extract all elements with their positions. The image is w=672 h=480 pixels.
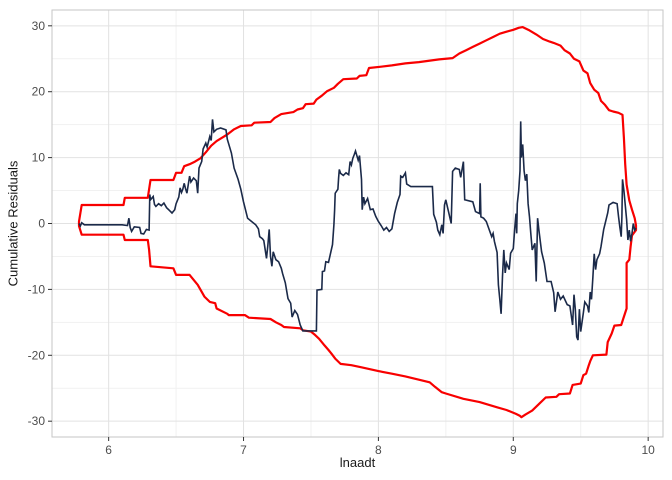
observed-cumulative-residuals-line [78,119,637,341]
y-tick-label: 20 [32,85,46,99]
simulation-envelope-line [77,26,638,419]
x-axis-title: lnaadt [339,455,376,470]
x-tick-label: 9 [510,443,517,457]
y-tick-label: 10 [32,151,46,165]
y-tick-label: -20 [28,348,46,362]
y-tick-label: -30 [28,414,46,428]
x-tick-label: 10 [641,443,655,457]
x-tick-label: 6 [105,443,112,457]
y-tick-label: 0 [38,217,45,231]
y-tick-label: 30 [32,19,46,33]
y-tick-label: -10 [28,282,46,296]
y-axis-title: Cumulative Residuals [5,160,21,287]
x-tick-label: 7 [240,443,247,457]
x-tick-label: 8 [375,443,382,457]
